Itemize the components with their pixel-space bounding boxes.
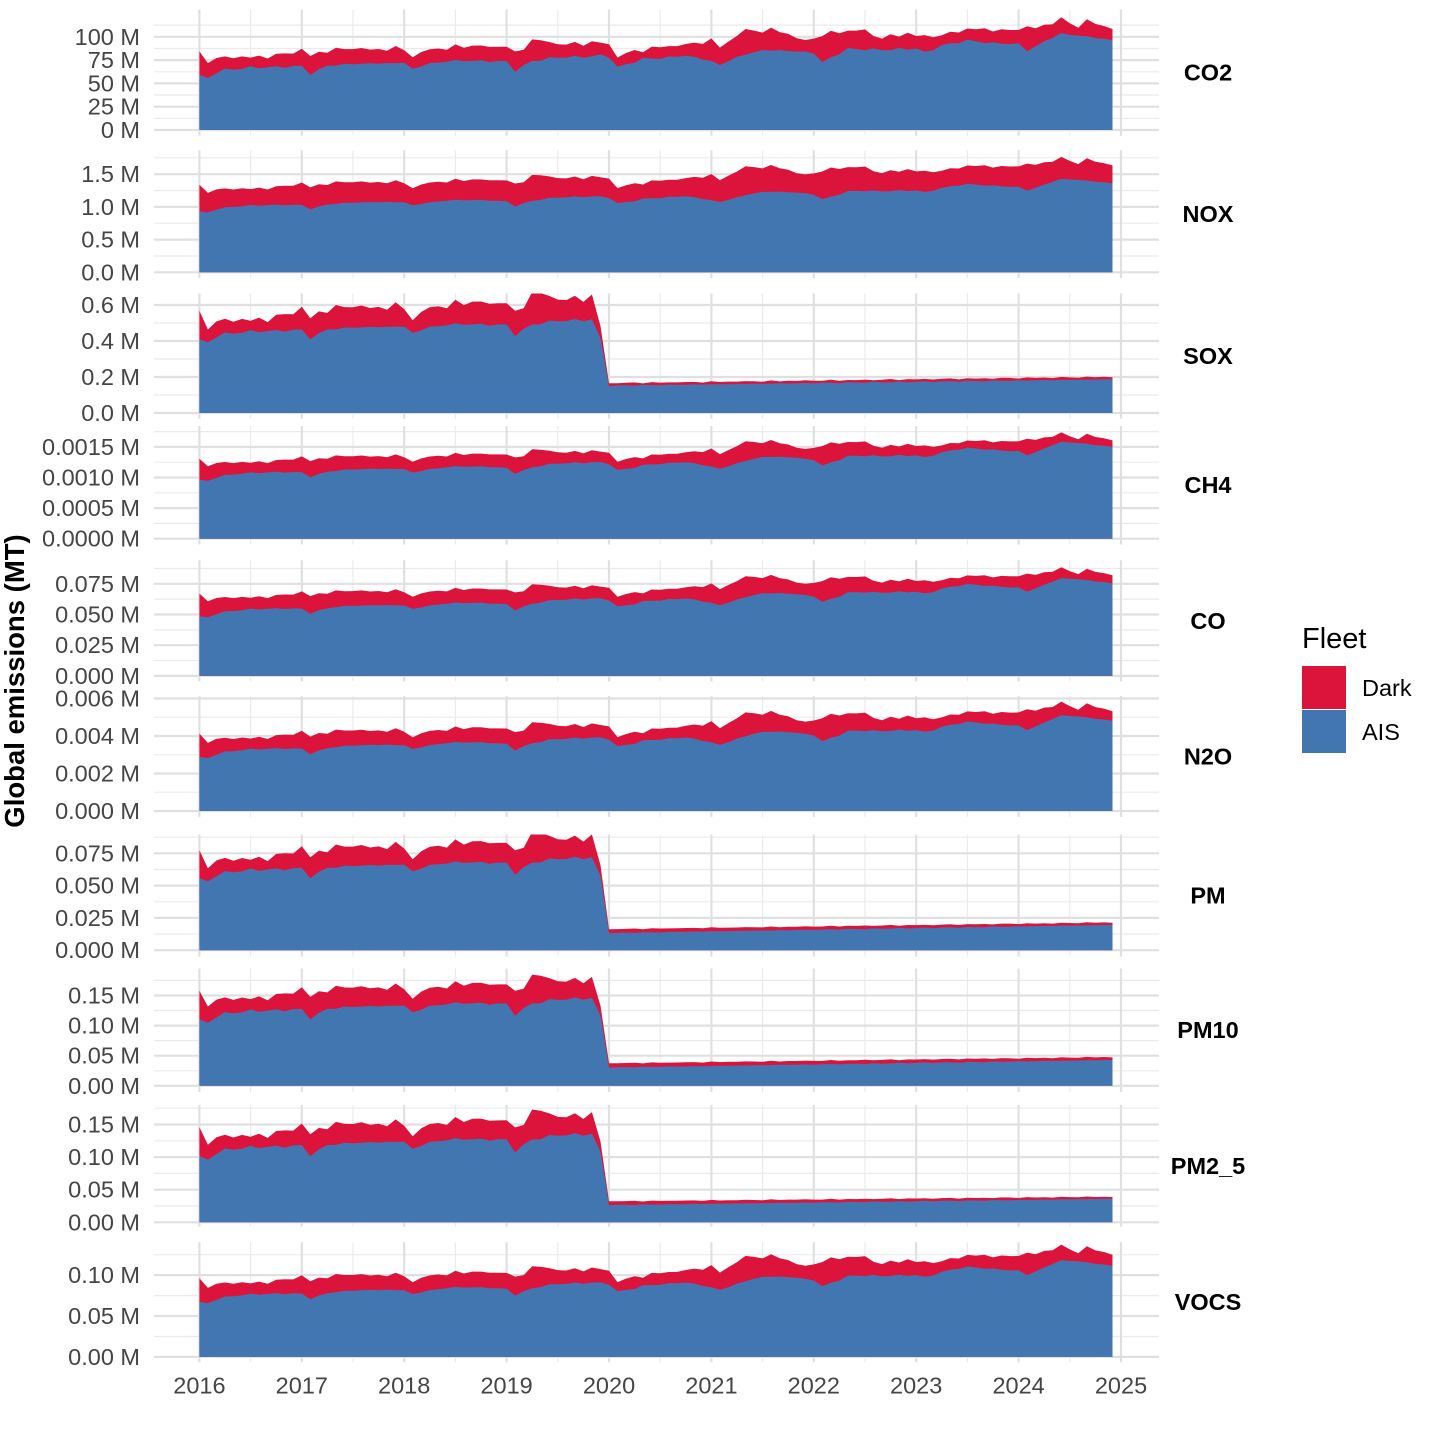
- svg-text:0.025 M: 0.025 M: [55, 905, 140, 931]
- svg-text:CO: CO: [1190, 608, 1225, 634]
- svg-text:0.075 M: 0.075 M: [55, 571, 140, 597]
- svg-text:0.004 M: 0.004 M: [55, 723, 140, 749]
- svg-text:2016: 2016: [173, 1373, 225, 1399]
- svg-text:CH4: CH4: [1184, 472, 1231, 498]
- svg-text:0.00 M: 0.00 M: [68, 1344, 140, 1370]
- svg-text:0.05 M: 0.05 M: [68, 1303, 140, 1329]
- svg-text:100 M: 100 M: [75, 24, 140, 50]
- svg-text:0.050 M: 0.050 M: [55, 602, 140, 628]
- svg-text:CO2: CO2: [1184, 60, 1232, 86]
- svg-text:2020: 2020: [583, 1373, 635, 1399]
- svg-text:2023: 2023: [890, 1373, 942, 1399]
- svg-text:0.000 M: 0.000 M: [55, 937, 140, 963]
- svg-text:0.05 M: 0.05 M: [68, 1043, 140, 1069]
- svg-text:0.15 M: 0.15 M: [68, 1112, 140, 1138]
- svg-text:AIS: AIS: [1362, 719, 1400, 745]
- svg-text:Dark: Dark: [1362, 675, 1412, 701]
- svg-text:1.5 M: 1.5 M: [81, 161, 140, 187]
- svg-text:0.6 M: 0.6 M: [81, 292, 140, 318]
- svg-text:1.0 M: 1.0 M: [81, 194, 140, 220]
- svg-text:0.15 M: 0.15 M: [68, 983, 140, 1009]
- svg-text:0.00 M: 0.00 M: [68, 1209, 140, 1235]
- svg-text:0.0 M: 0.0 M: [81, 259, 140, 285]
- svg-text:2022: 2022: [788, 1373, 840, 1399]
- svg-text:Global emissions (MT): Global emissions (MT): [0, 534, 30, 827]
- svg-text:50 M: 50 M: [88, 70, 140, 96]
- svg-text:0 M: 0 M: [101, 117, 140, 143]
- svg-text:0.006 M: 0.006 M: [55, 686, 140, 712]
- svg-text:N2O: N2O: [1184, 744, 1232, 770]
- svg-text:0.000 M: 0.000 M: [55, 663, 140, 689]
- svg-text:0.10 M: 0.10 M: [68, 1262, 140, 1288]
- svg-text:2021: 2021: [685, 1373, 737, 1399]
- svg-text:0.002 M: 0.002 M: [55, 761, 140, 787]
- svg-text:Fleet: Fleet: [1302, 623, 1366, 655]
- svg-text:0.0005 M: 0.0005 M: [42, 495, 140, 521]
- svg-text:0.0015 M: 0.0015 M: [42, 434, 140, 460]
- svg-text:75 M: 75 M: [88, 47, 140, 73]
- svg-text:2019: 2019: [480, 1373, 532, 1399]
- svg-text:2018: 2018: [378, 1373, 430, 1399]
- svg-text:0.025 M: 0.025 M: [55, 632, 140, 658]
- svg-text:0.10 M: 0.10 M: [68, 1144, 140, 1170]
- svg-text:0.5 M: 0.5 M: [81, 227, 140, 253]
- svg-text:0.4 M: 0.4 M: [81, 328, 140, 354]
- svg-text:0.0000 M: 0.0000 M: [42, 526, 140, 552]
- svg-text:SOX: SOX: [1183, 343, 1233, 369]
- svg-text:NOX: NOX: [1183, 201, 1234, 227]
- svg-text:VOCS: VOCS: [1175, 1289, 1242, 1315]
- svg-text:PM2_5: PM2_5: [1171, 1153, 1245, 1179]
- svg-text:2025: 2025: [1095, 1373, 1147, 1399]
- svg-text:0.000 M: 0.000 M: [55, 798, 140, 824]
- svg-text:0.0 M: 0.0 M: [81, 400, 140, 426]
- svg-text:25 M: 25 M: [88, 94, 140, 120]
- svg-text:0.05 M: 0.05 M: [68, 1177, 140, 1203]
- svg-text:2024: 2024: [992, 1373, 1044, 1399]
- svg-text:0.10 M: 0.10 M: [68, 1013, 140, 1039]
- svg-text:0.050 M: 0.050 M: [55, 873, 140, 899]
- svg-text:2017: 2017: [276, 1373, 328, 1399]
- svg-text:PM: PM: [1190, 883, 1225, 909]
- svg-text:0.2 M: 0.2 M: [81, 364, 140, 390]
- svg-text:0.075 M: 0.075 M: [55, 840, 140, 866]
- svg-text:PM10: PM10: [1177, 1017, 1238, 1043]
- svg-text:0.00 M: 0.00 M: [68, 1073, 140, 1099]
- svg-text:0.0010 M: 0.0010 M: [42, 465, 140, 491]
